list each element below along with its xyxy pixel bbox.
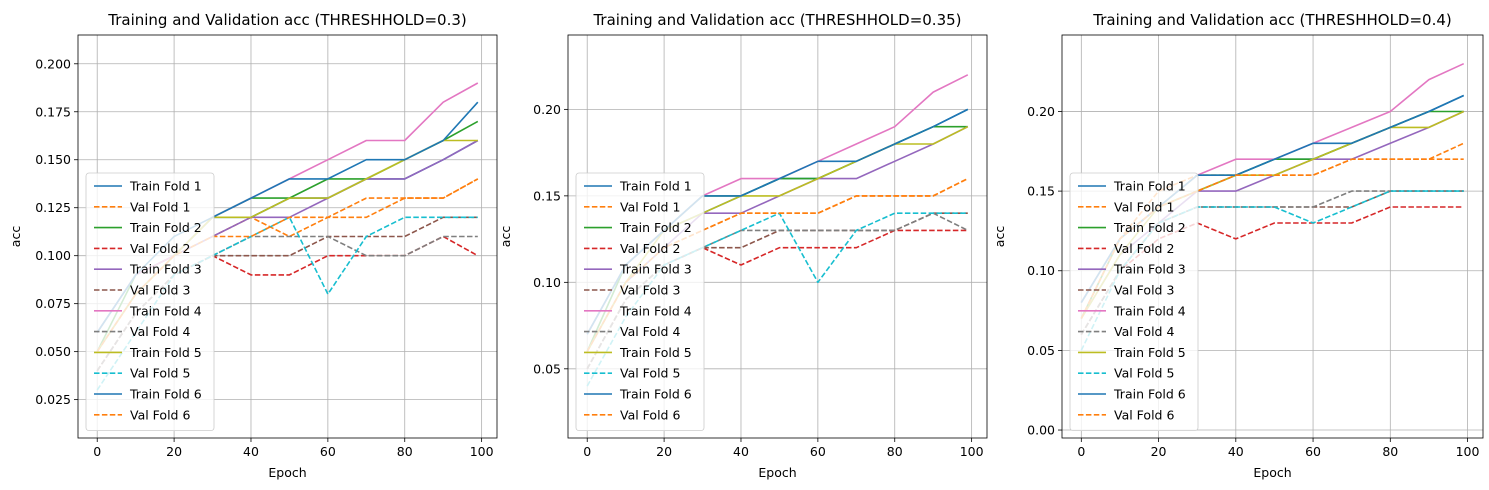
legend-label: Val Fold 6 — [1114, 407, 1174, 422]
legend: Train Fold 1 Val Fold 1 Train Fold 2 Val Fo… — [85, 172, 215, 432]
y-tick-label: 0.125 — [35, 200, 71, 215]
legend-label: Train Fold 1 — [129, 179, 202, 194]
legend-label: Train Fold 2 — [1113, 220, 1186, 235]
x-tick-label: 100 — [470, 444, 494, 459]
legend-label: Val Fold 6 — [130, 407, 190, 422]
x-tick-label: 40 — [733, 444, 749, 459]
subplot-3: 0 20 40 60 80 100 0.00 0.05 0.10 0.15 0.20 Training… — [992, 11, 1484, 480]
y-tick-label: 0.05 — [533, 361, 561, 376]
x-axis-label: Epoch — [268, 465, 306, 480]
legend-label: Val Fold 5 — [130, 366, 190, 381]
x-tick-label: 100 — [1456, 444, 1480, 459]
y-tick-label: 0.025 — [35, 392, 71, 407]
x-tick-label: 20 — [166, 444, 182, 459]
legend-label: Val Fold 2 — [130, 241, 190, 256]
y-tick-label: 0.15 — [533, 188, 561, 203]
y-tick-label: 0.075 — [35, 296, 71, 311]
x-axis-label: Epoch — [758, 465, 796, 480]
legend-label: Train Fold 1 — [619, 179, 692, 194]
legend-label: Val Fold 3 — [1114, 283, 1174, 298]
x-tick-label: 0 — [1077, 444, 1085, 459]
legend-label: Val Fold 4 — [130, 324, 190, 339]
legend-label: Train Fold 1 — [1113, 179, 1186, 194]
legend-label: Train Fold 2 — [129, 220, 202, 235]
y-tick-label: 0.20 — [1027, 104, 1055, 119]
legend-label: Val Fold 4 — [620, 324, 680, 339]
y-tick-label: 0.20 — [533, 102, 561, 117]
legend-label: Train Fold 4 — [619, 303, 692, 318]
x-tick-label: 80 — [397, 444, 413, 459]
legend-label: Train Fold 3 — [619, 262, 692, 277]
y-tick-label: 0.00 — [1027, 423, 1055, 438]
legend-label: Train Fold 2 — [619, 220, 692, 235]
legend-label: Train Fold 6 — [1113, 387, 1186, 402]
legend-label: Val Fold 2 — [620, 241, 680, 256]
y-axis-label: acc — [992, 226, 1007, 248]
legend-label: Train Fold 4 — [1113, 303, 1186, 318]
y-tick-label: 0.200 — [35, 56, 71, 71]
legend-label: Val Fold 1 — [1114, 199, 1174, 214]
y-tick-label: 0.175 — [35, 104, 71, 119]
x-tick-label: 60 — [1305, 444, 1321, 459]
x-tick-label: 0 — [93, 444, 101, 459]
y-axis-label: acc — [498, 226, 513, 248]
legend-box — [1069, 172, 1199, 432]
y-tick-label: 0.10 — [533, 275, 561, 290]
legend: Train Fold 1 Val Fold 1 Train Fold 2 Val Fo… — [1069, 172, 1199, 432]
legend-label: Train Fold 5 — [129, 345, 202, 360]
x-tick-label: 80 — [1382, 444, 1398, 459]
legend-label: Val Fold 6 — [620, 407, 680, 422]
legend-label: Train Fold 5 — [1113, 345, 1186, 360]
legend-label: Train Fold 3 — [129, 262, 202, 277]
y-tick-label: 0.150 — [35, 152, 71, 167]
legend-label: Train Fold 4 — [129, 303, 202, 318]
legend-label: Val Fold 5 — [620, 366, 680, 381]
y-tick-label: 0.10 — [1027, 263, 1055, 278]
axes-frame — [77, 34, 498, 439]
subplot-2: 0 20 40 60 80 100 0.05 0.10 0.15 0.20 Training and… — [498, 11, 988, 480]
legend-label: Val Fold 3 — [620, 283, 680, 298]
x-tick-label: 40 — [243, 444, 259, 459]
legend-label: Train Fold 6 — [619, 387, 692, 402]
subplot-1: 0 20 40 60 80 100 0.025 0.050 0.075 0.100 0.125 0.1… — [8, 11, 498, 480]
y-tick-label: 0.15 — [1027, 184, 1055, 199]
legend-label: Val Fold 2 — [1114, 241, 1174, 256]
legend-box — [575, 172, 705, 432]
legend-label: Val Fold 1 — [620, 199, 680, 214]
chart-title: Training and Validation acc (THRESHHOLD=… — [592, 11, 961, 29]
x-tick-label: 60 — [810, 444, 826, 459]
y-tick-label: 0.100 — [35, 248, 71, 263]
legend-label: Val Fold 5 — [1114, 366, 1174, 381]
axes-frame — [567, 34, 988, 439]
x-tick-label: 80 — [887, 444, 903, 459]
legend-label: Val Fold 1 — [130, 199, 190, 214]
legend-label: Val Fold 3 — [130, 283, 190, 298]
x-tick-label: 20 — [656, 444, 672, 459]
x-tick-label: 60 — [320, 444, 336, 459]
chart-title: Training and Validation acc (THRESHHOLD=… — [1092, 11, 1452, 29]
y-tick-label: 0.050 — [35, 344, 71, 359]
legend-label: Train Fold 3 — [1113, 262, 1186, 277]
legend-label: Train Fold 6 — [129, 387, 202, 402]
x-tick-label: 20 — [1151, 444, 1167, 459]
legend: Train Fold 1 Val Fold 1 Train Fold 2 Val Fo… — [575, 172, 705, 432]
y-axis-label: acc — [8, 226, 23, 248]
axes-frame — [1061, 34, 1484, 439]
x-tick-label: 0 — [583, 444, 591, 459]
legend-label: Train Fold 5 — [619, 345, 692, 360]
chart-title: Training and Validation acc (THRESHHOLD=… — [107, 11, 467, 29]
y-tick-label: 0.05 — [1027, 343, 1055, 358]
legend-box — [85, 172, 215, 432]
legend-label: Val Fold 4 — [1114, 324, 1174, 339]
x-tick-label: 100 — [960, 444, 984, 459]
x-tick-label: 40 — [1228, 444, 1244, 459]
x-axis-label: Epoch — [1253, 465, 1291, 480]
